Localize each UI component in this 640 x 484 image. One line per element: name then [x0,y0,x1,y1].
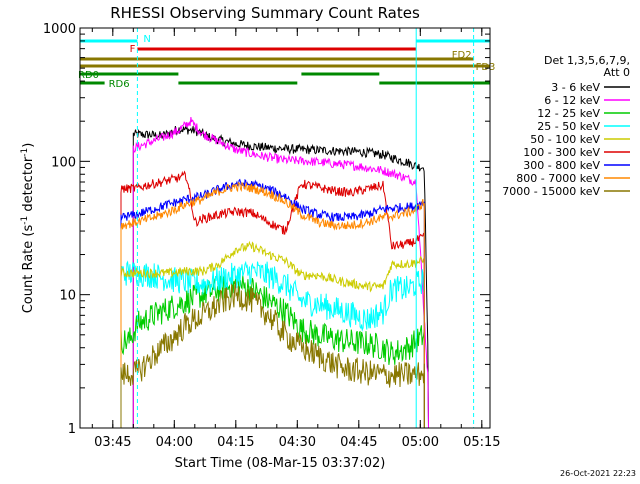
plot-frame [79,27,491,429]
vertical-markers [136,28,475,428]
y-axis-label-sup2: -1 [20,148,30,157]
y-tick-label: 1000 [43,22,76,37]
x-tick-label: 04:00 [156,435,193,450]
y-axis-label-sup1: -1 [20,216,30,225]
series-line-7000-15000-kev [120,281,425,428]
series-group [120,117,429,428]
series-line-50-100-kev [120,240,425,428]
series-line-800-7000-kev [120,181,425,428]
legend-label-6-12-kev: 6 - 12 keV [544,94,600,107]
chart-title: RHESSI Observing Summary Count Rates [110,4,420,22]
y-axis-label-end: ) [21,143,36,148]
series-line-6-12-kev [132,117,429,428]
series-line-300-800-kev [120,178,425,428]
legend-label-300-800-kev: 300 - 800 keV [523,159,600,172]
axes: 03:45 04:00 04:15 04:30 04:45 05:00 05:15 1 10 10… [43,22,501,450]
legend-header: Det 1,3,5,6,7,9, [544,54,630,67]
legend-label-100-300-kev: 100 - 300 keV [523,146,600,159]
x-axis-label: Start Time (08-Mar-15 03:37:02) [175,456,386,471]
legend-label-50-100-kev: 50 - 100 keV [530,133,600,146]
y-axis-label-mid: detector [21,156,36,216]
series-line-25-50-kev [120,260,425,428]
flag-label-rd6: RD6 [109,79,130,90]
y-axis-label-main: Count Rate (s [21,225,36,314]
y-tick-label: 10 [59,289,76,304]
legend-header: Att 0 [604,66,630,79]
x-tick-label: 03:45 [94,435,131,450]
y-tick-label: 100 [51,155,76,170]
flag-label-rd0: RD0 [78,70,99,81]
legend-label-800-7000-kev: 800 - 7000 keV [516,172,600,185]
series-line-12-25-kev [120,272,425,428]
legend-label-7000-15000-kev: 7000 - 15000 keV [502,185,600,198]
flag-label-n: N [143,34,150,45]
legend-label-25-50-kev: 25 - 50 keV [537,120,600,133]
x-tick-label: 05:15 [463,435,500,450]
flag-label-fd2: FD2 [452,50,472,61]
y-axis-label: Count Rate (s-1 detector-1) [20,143,36,314]
x-tick-label: 04:30 [279,435,316,450]
series-line-3-6-kev [132,124,429,428]
x-tick-label: 04:15 [217,435,254,450]
legend-label-3-6-kev: 3 - 6 keV [551,81,600,94]
y-tick-label: 1 [68,422,76,437]
x-tick-label: 05:00 [402,435,439,450]
legend-label-12-25-kev: 12 - 25 keV [537,107,600,120]
flag-label-fd3: FD3 [476,62,496,73]
timestamp: 26-Oct-2021 22:23 [560,469,636,478]
flag-label-f: F [130,44,136,55]
flag-bars: NF FD2 FD3 RD0 RD6 [78,34,495,90]
x-tick-label: 04:45 [340,435,377,450]
series-line-100-300-kev [120,170,425,428]
